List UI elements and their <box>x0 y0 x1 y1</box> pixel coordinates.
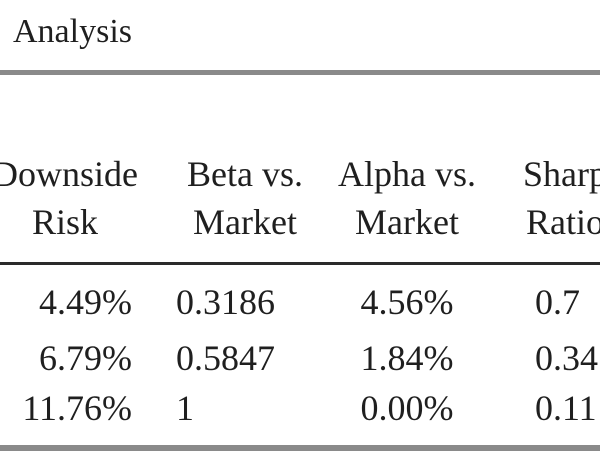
table-cell: 0.7 <box>535 282 580 322</box>
table-cell: 0.5847 <box>176 338 275 378</box>
header-alpha-vs-market: Alpha vs. Market <box>322 150 492 246</box>
table-title: Analysis <box>13 13 132 50</box>
header-line-2: Ratio <box>526 202 600 242</box>
table-cell: 4.56% <box>360 282 454 322</box>
header-line-1: Sharp <box>523 154 600 194</box>
header-downside-risk: Downside Risk <box>0 150 210 246</box>
table-cell: 1 <box>176 388 194 428</box>
table-cell: 11.76% <box>22 388 132 428</box>
bottom-rule <box>0 445 600 451</box>
table-cell: 4.49% <box>39 282 132 322</box>
top-rule <box>0 70 600 75</box>
table-cell: 0.00% <box>360 388 454 428</box>
table-cell: 0.3186 <box>176 282 275 322</box>
header-line-2: Market <box>355 202 459 242</box>
header-line-1: Downside <box>0 154 138 194</box>
header-rule <box>0 262 600 265</box>
table-cell: 1.84% <box>360 338 454 378</box>
header-line-1: Alpha vs. <box>338 154 476 194</box>
header-line-2: Market <box>193 202 297 242</box>
header-line-2: Risk <box>31 202 99 242</box>
header-sharpe-ratio: Sharp Ratio <box>490 150 600 246</box>
header-beta-vs-market: Beta vs. Market <box>160 150 330 246</box>
header-line-1: Beta vs. <box>187 154 303 194</box>
table-cell: 0.11 <box>535 388 597 428</box>
table-cell: 0.34 <box>535 338 598 378</box>
table-cell: 6.79% <box>39 338 132 378</box>
